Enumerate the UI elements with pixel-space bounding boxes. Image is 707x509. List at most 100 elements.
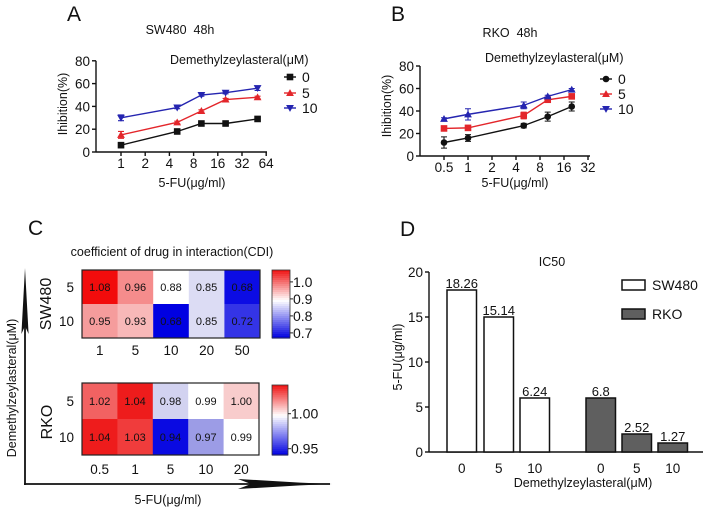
legend-label-rko: RKO <box>652 306 682 322</box>
y-tick-label: 20 <box>408 265 423 280</box>
data-point <box>464 124 472 132</box>
column-label: 10 <box>163 343 178 358</box>
colorbar-tick-label: 0.9 <box>293 291 313 307</box>
panel-letter: C <box>28 217 43 240</box>
x-tick-label: 2 <box>488 160 496 175</box>
chart-title: SW480 48h <box>146 23 215 37</box>
colorbar-segment <box>272 420 288 423</box>
colorbar-segment <box>272 278 290 281</box>
chart-title: coefficient of drug in interaction(CDI) <box>71 245 274 259</box>
heatmap-cell <box>152 383 189 420</box>
heatmap-cell <box>223 383 260 420</box>
colorbar-tick-label: 0.8 <box>293 308 313 324</box>
panel-letter: B <box>391 3 405 26</box>
legend-label: 0 <box>618 71 626 87</box>
heatmap-cell <box>117 270 154 305</box>
heatmap-name-sw480: SW480 <box>38 278 55 331</box>
data-point <box>543 92 552 100</box>
x-tick-label: 0 <box>597 461 605 476</box>
heatmap-cell <box>223 419 260 456</box>
column-label: 5 <box>167 462 175 477</box>
bar <box>519 397 551 453</box>
x-tick-label: 2 <box>141 156 149 171</box>
legend: SW480 RKO <box>621 277 698 322</box>
colorbar-segment <box>272 286 290 289</box>
heatmap-cell-value: 0.97 <box>195 432 216 444</box>
data-point <box>222 120 229 127</box>
legend-label: 0 <box>302 69 310 85</box>
bar-value-label: 6.24 <box>522 384 547 399</box>
x-axis-label: 5-FU(μg/ml) <box>482 176 549 190</box>
series-0 <box>117 115 261 149</box>
heatmap-cell-value: 0.68 <box>231 282 252 294</box>
colorbar-segment <box>272 334 290 337</box>
heatmap-cell <box>117 383 154 420</box>
x-tick-label: 0.5 <box>435 160 454 175</box>
series-5 <box>117 93 262 139</box>
bar-value-label: 18.26 <box>445 276 478 291</box>
colorbar-segment <box>272 393 288 396</box>
colorbar-segment <box>272 302 290 305</box>
colorbar: 1.00 0.95 <box>271 384 318 457</box>
data-point <box>520 112 528 119</box>
chart-title: RKO 48h <box>483 26 538 40</box>
colorbar-segment <box>272 405 288 409</box>
row-label: 10 <box>59 314 74 329</box>
x-tick-label: 5 <box>495 461 503 476</box>
colorbar-segment <box>272 417 288 421</box>
x-tick-label: 64 <box>259 156 275 171</box>
heatmap-cell-value: 0.98 <box>160 396 181 408</box>
bar-group-sw480: 18.26 0 15.14 5 6.24 10 <box>445 276 551 476</box>
data-point <box>173 118 182 126</box>
heatmap-cell-value: 0.68 <box>160 316 181 328</box>
colorbar-segment <box>272 391 288 394</box>
series-line <box>120 118 258 146</box>
legend-swatch-rko <box>621 308 646 320</box>
legend-marker <box>286 73 294 81</box>
heatmap-border <box>81 269 261 339</box>
colorbar-segment <box>272 438 288 442</box>
colorbar-segment <box>272 434 288 438</box>
legend-label: 5 <box>302 85 310 101</box>
data-point <box>440 114 448 122</box>
colorbar-segment <box>272 403 288 407</box>
heatmap-cell-value: 0.93 <box>125 316 146 328</box>
x-tick-label: 16 <box>556 160 571 175</box>
series-10 <box>440 85 576 122</box>
colorbar-segment <box>272 448 288 452</box>
column-label: 20 <box>199 343 214 358</box>
heatmap-cell-value: 1.04 <box>124 396 145 408</box>
big-y-axis-label: Demethylzeylasteral(μM) <box>5 319 19 457</box>
legend-title: Demethylzeylasteral(μM) <box>170 53 308 67</box>
heatmap-border <box>81 382 260 456</box>
panel-letter: D <box>400 218 415 241</box>
colorbar-tick-label: 1.0 <box>293 274 313 290</box>
heatmap-cell-value: 0.72 <box>231 316 252 328</box>
panel-c-heatmaps: C coefficient of drug in interaction(CDI… <box>5 217 332 507</box>
colorbar-segment <box>272 387 288 390</box>
y-axis-label: Ihibition(%) <box>380 75 394 138</box>
column-label: 0.5 <box>90 462 109 477</box>
data-point <box>173 104 182 112</box>
data-point <box>253 85 262 93</box>
y-tick-label: 10 <box>408 355 423 370</box>
y-tick-label: 20 <box>75 122 90 137</box>
y-tick-label: 60 <box>75 77 90 92</box>
colorbar-segment <box>272 290 290 293</box>
legend-marker <box>286 105 294 112</box>
legend-item: 10 <box>284 100 318 116</box>
data-point <box>173 128 181 135</box>
heatmap-cell-value: 1.02 <box>89 396 110 408</box>
x-axis-label: Demethylzeylasteral(μM) <box>514 476 652 490</box>
legend-item: 5 <box>284 85 310 101</box>
colorbar-segment <box>272 328 290 331</box>
big-x-axis-label: 5-FU(μg/ml) <box>135 493 202 507</box>
heatmap-cell-value: 0.85 <box>196 282 217 294</box>
data-point <box>567 85 576 93</box>
panel-d-bar-chart: D IC50 5-FU(μg/ml) Demethylzeylasteral(μ… <box>391 218 703 490</box>
bar <box>446 289 478 453</box>
colorbar-segment <box>272 270 290 273</box>
legend-label: 5 <box>618 86 626 102</box>
colorbar-segment <box>272 422 288 425</box>
